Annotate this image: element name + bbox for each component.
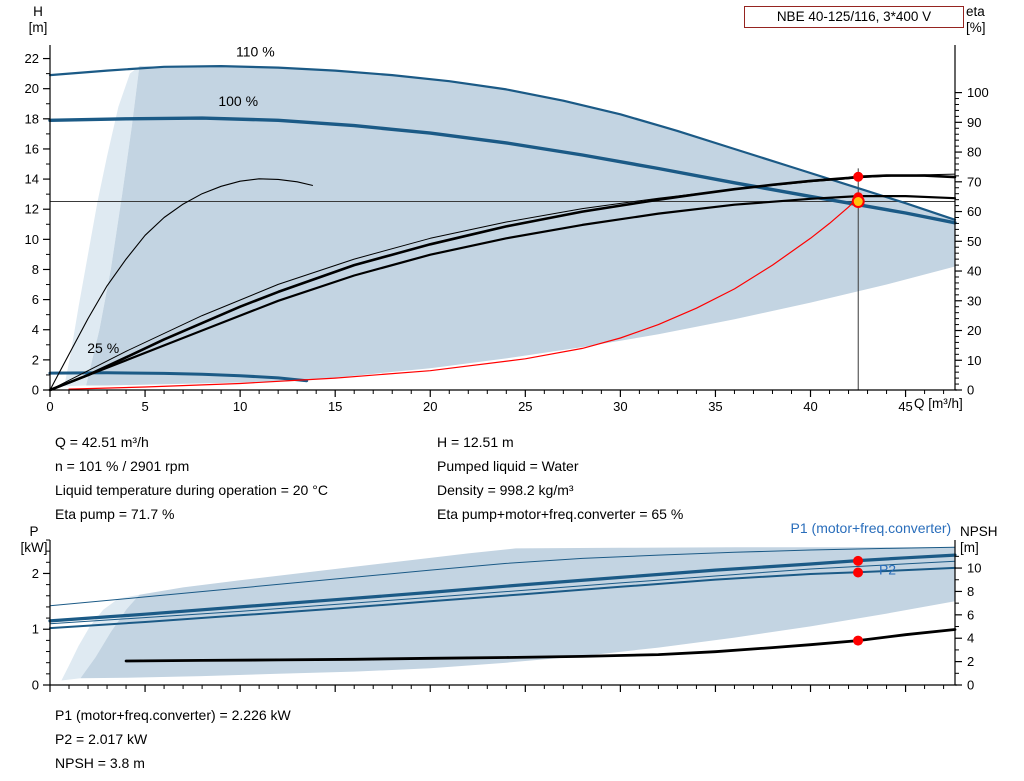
p2-curve	[49, 566, 956, 630]
curve-110pct	[48, 64, 957, 221]
duty-eta-pump	[853, 171, 864, 182]
info-density: Density = 998.2 kg/m³	[437, 482, 574, 498]
duty-p2	[853, 567, 864, 578]
envelope-main	[80, 547, 955, 679]
curve-25pct	[48, 371, 309, 383]
eta-pump-2	[48, 195, 957, 392]
tick-label: 22	[25, 51, 39, 66]
p-axis-symbol: P	[29, 524, 39, 539]
tick-label: 8	[32, 262, 39, 277]
info-eta-pump: Eta pump = 71.7 %	[55, 506, 175, 522]
tick-label: 70	[967, 174, 981, 189]
tick-label: 0	[967, 678, 974, 693]
info-npsh: NPSH = 3.8 m	[55, 755, 145, 771]
tick-label: 20	[423, 399, 437, 414]
info-h: H = 12.51 m	[437, 434, 514, 450]
tick-label: 30	[967, 293, 981, 308]
p1-curve	[48, 553, 957, 623]
npsh-curve	[124, 628, 957, 663]
tick-label: 10	[967, 353, 981, 368]
eta-axis-unit: [%]	[966, 20, 986, 35]
info-pumped-liquid: Pumped liquid = Water	[437, 458, 579, 474]
tick-label: 2	[32, 352, 39, 367]
npsh-axis-label: NPSH [m]	[960, 524, 1020, 556]
power-info: P1 (motor+freq.converter) = 2.226 kW P2 …	[55, 703, 291, 775]
tick-label: 45	[898, 399, 912, 414]
info-speed: n = 101 % / 2901 rpm	[55, 458, 190, 474]
tick-label: 14	[25, 172, 39, 187]
tick-label: 25	[518, 399, 532, 414]
info-p2: P2 = 2.017 kW	[55, 731, 148, 747]
p-thin-2	[49, 560, 956, 625]
duty-info-right: H = 12.51 m Pumped liquid = Water Densit…	[437, 430, 683, 526]
info-p1: P1 (motor+freq.converter) = 2.226 kW	[55, 707, 291, 723]
curve-100pct	[48, 116, 957, 225]
tick-label: 18	[25, 111, 39, 126]
h-axis-symbol: H	[33, 4, 43, 19]
tick-label: 2	[967, 654, 974, 669]
tick-label: 4	[32, 322, 39, 337]
eta-axis-symbol: eta	[966, 4, 985, 19]
duty-point	[851, 195, 865, 209]
tick-label: 4	[967, 631, 974, 646]
tick-label: 12	[25, 202, 39, 217]
envelope-light	[64, 66, 140, 387]
tick-label: 0	[46, 399, 53, 414]
tick-label: 10	[25, 232, 39, 247]
label-110pct: 110 %	[236, 43, 275, 59]
h-axis-unit: [m]	[28, 20, 48, 35]
eta-axis-label: eta [%]	[966, 4, 1012, 36]
tick-label: 0	[967, 383, 974, 398]
p-axis-label: P [kW]	[12, 524, 56, 556]
tick-label: 15	[328, 399, 342, 414]
head-capacity-chart: 0 5 10 15 20 25 30 35 40 45 0 2 4 6 8 10 12 14 16 18 20 22 0 10…	[25, 43, 989, 414]
label-p2: P2	[879, 562, 896, 578]
tick-label: 10	[233, 399, 247, 414]
tick-label: 1	[32, 622, 39, 637]
p-axis-unit: [kW]	[20, 540, 48, 555]
eta-pump-max	[48, 174, 957, 392]
tick-label: 30	[613, 399, 627, 414]
h-axis-label: H [m]	[18, 4, 58, 36]
tick-label: 6	[967, 607, 974, 622]
envelope-main	[86, 66, 956, 386]
tick-label: 6	[32, 292, 39, 307]
label-100pct: 100 %	[218, 93, 258, 109]
duty-info-left: Q = 42.51 m³/h n = 101 % / 2901 rpm Liqu…	[55, 430, 328, 526]
tick-label: 20	[967, 323, 981, 338]
tick-label: 80	[967, 145, 981, 160]
tick-label: 40	[967, 264, 981, 279]
tick-label: 8	[967, 584, 974, 599]
tick-label: 60	[967, 204, 981, 219]
info-liquid-temp: Liquid temperature during operation = 20…	[55, 482, 328, 498]
tick-label: 0	[32, 678, 39, 693]
tick-label: 16	[25, 141, 39, 156]
tick-label: 40	[803, 399, 817, 414]
npsh-axis-symbol: NPSH	[960, 524, 998, 539]
tick-label: 2	[32, 566, 39, 581]
pump-type-label: NBE 40-125/116, 3*400 V	[776, 9, 932, 24]
eta-total-red	[68, 196, 859, 390]
tick-label: 0	[32, 383, 39, 398]
tick-label: 100	[967, 85, 989, 100]
p1-top-thin	[49, 546, 956, 607]
duty-npsh	[853, 635, 864, 646]
npsh-axis-unit: [m]	[960, 540, 979, 555]
tick-label: 50	[967, 234, 981, 249]
pump-type-box: NBE 40-125/116, 3*400 V	[744, 6, 964, 28]
label-p1: P1 (motor+freq.converter)	[791, 520, 952, 536]
info-eta-total: Eta pump+motor+freq.converter = 65 %	[437, 506, 684, 522]
duty-p1	[853, 555, 864, 566]
q-axis-label: Q [m³/h]	[914, 396, 963, 411]
eta-min-speed	[49, 178, 313, 391]
info-q: Q = 42.51 m³/h	[55, 434, 149, 450]
label-25pct: 25 %	[87, 340, 119, 356]
tick-label: 5	[141, 399, 148, 414]
power-npsh-chart: 0 1 2 0 2 4 6 8 10 P1 (motor+freq.converter) P2	[32, 520, 982, 693]
tick-label: 20	[25, 81, 39, 96]
tick-label: 90	[967, 115, 981, 130]
tick-label: 35	[708, 399, 722, 414]
tick-label: 10	[967, 561, 981, 576]
